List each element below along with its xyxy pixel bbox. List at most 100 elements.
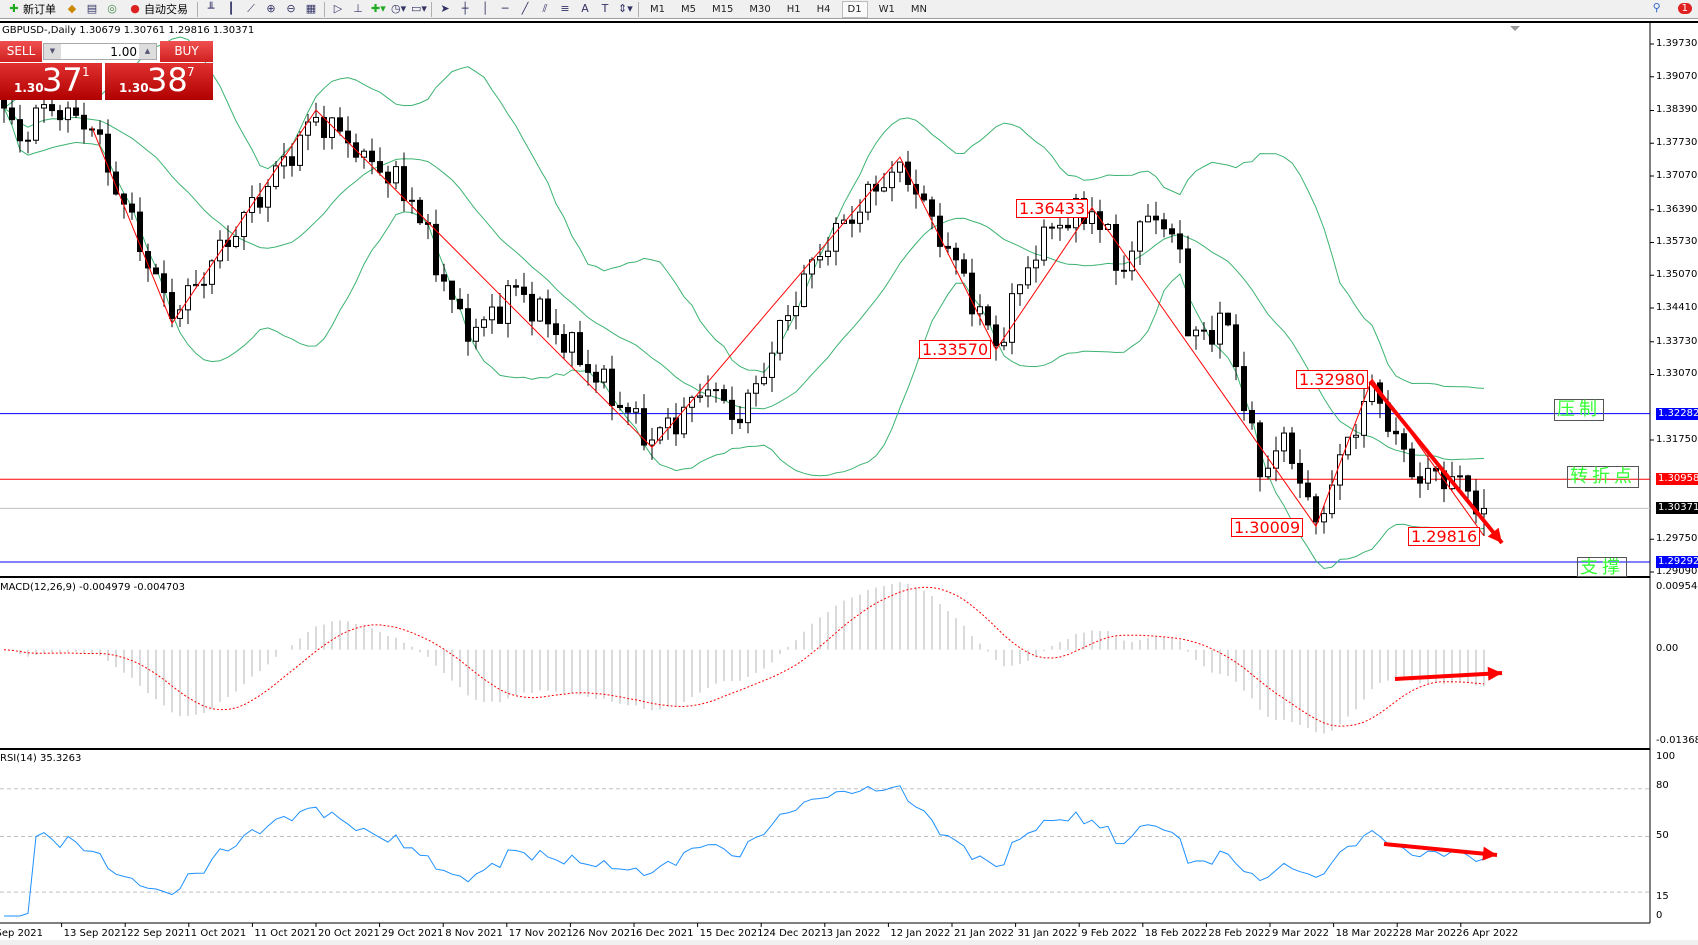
timeframe-d1[interactable]: D1 [841,0,868,18]
buy-button[interactable]: BUY [160,41,213,62]
text-icon[interactable]: A [581,2,589,15]
bullish-candle [1353,434,1359,438]
bearish-candle [585,364,591,373]
bullish-candle [841,219,847,224]
macd-panel [3,582,1503,734]
text-label-icon[interactable]: T [601,2,609,15]
bearish-candle [737,418,743,424]
auto-trading-button[interactable]: ● 自动交易 [125,1,191,18]
autoscroll-icon[interactable]: ▷ [333,2,343,15]
sell-button[interactable]: SELL [0,41,42,62]
templates-icon[interactable]: ▭▾ [411,2,427,15]
bearish-candle [1049,226,1055,229]
turning-point-note: 转折点 [1567,466,1639,488]
timeframe-m15[interactable]: M15 [712,3,734,15]
bullish-candle [977,306,983,315]
vertical-line-icon[interactable]: │ [481,2,489,15]
bearish-candle [369,150,375,163]
date-axis-label: 9 Feb 2022 [1081,928,1138,939]
horizontal-line-icon[interactable]: ─ [501,2,509,15]
buy-price-button[interactable]: 1.30 38 7 [105,61,213,100]
price-axis-label: 1.29090 [1656,566,1698,577]
rsi-axis-100: 100 [1656,751,1676,762]
zoom-out-icon[interactable]: ⊖ [286,2,296,15]
bullish-candle [1145,215,1151,223]
chart-shift-icon[interactable]: ⊥ [353,2,363,15]
timeframe-h4[interactable]: H4 [816,3,831,15]
line-chart-icon[interactable]: ⟋ [247,2,255,15]
sell-price-button[interactable]: 1.30 37 1 [0,61,102,100]
bullish-candle [273,165,279,187]
bearish-candle [1241,366,1247,412]
buy-price-pips: 38 [147,61,188,99]
bullish-candle [1481,507,1487,515]
rsi-axis-15: 15 [1656,891,1669,902]
bullish-candle [601,368,607,383]
tile-windows-icon[interactable]: ▦ [305,2,317,15]
price-plot [0,36,1650,570]
pivot-label-high: 1.36433 [1016,199,1089,218]
trendline-icon[interactable]: ╱ [521,2,529,15]
price-level-label: 1.32282 [1656,407,1698,420]
buy-price-fraction: 7 [187,65,195,79]
bearish-candle [1153,215,1159,221]
bullish-candle [1265,467,1271,478]
bearish-candle [49,104,55,112]
lot-increase-icon[interactable]: ▲ [139,44,156,59]
timeframe-m5[interactable]: M5 [681,3,696,15]
bullish-candle [233,236,239,247]
history-icon[interactable]: ▤ [86,2,98,15]
lot-size-stepper[interactable]: ▼ ▲ [43,43,157,60]
indicators-icon[interactable]: ✚▾ [371,2,386,15]
periods-icon[interactable]: ◷▾ [391,2,407,15]
timeframe-mn[interactable]: MN [910,3,927,15]
new-order-button[interactable]: ✚ 新订单 [4,1,59,18]
bullish-candle [1193,329,1199,337]
bearish-candle [1225,312,1231,326]
bearish-candle [57,110,63,121]
bullish-candle [201,283,207,286]
date-axis-label: 28 Mar 2022 [1399,928,1463,939]
bearish-candle [1161,219,1167,230]
pivot-label-high: 1.32980 [1296,370,1369,389]
bullish-candle [409,199,415,202]
search-icon[interactable]: ⚲ [1652,1,1661,14]
bullish-candle [665,417,671,429]
timeframe-m30[interactable]: M30 [749,3,771,15]
lot-size-input[interactable] [62,44,137,59]
bearish-candle [609,368,615,406]
arrows-icon[interactable]: ⇕▾ [618,2,633,15]
timeframe-m1[interactable]: M1 [650,3,665,15]
date-axis-label: 13 Sep 2021 [63,928,127,939]
macd-signal-line [3,586,1485,727]
lot-decrease-icon[interactable]: ▼ [44,44,61,59]
bullish-candle [825,250,831,258]
bullish-candle [265,185,271,208]
timeframe-h1[interactable]: H1 [786,3,801,15]
folder-icon[interactable]: ◆ [67,2,77,15]
rsi-divergence-arrow [1383,842,1498,857]
signal-icon[interactable]: ◎ [107,2,117,15]
bullish-candle [297,134,303,166]
notification-badge[interactable]: 1 [1677,2,1692,14]
bullish-candle [865,183,871,213]
cursor-icon[interactable]: ➤ [440,2,450,15]
bar-chart-icon[interactable]: ╨ [207,2,215,15]
bullish-candle [745,392,751,424]
candlestick-icon[interactable]: ┃ [227,2,235,15]
zoom-in-icon[interactable]: ⊕ [266,2,276,15]
bearish-candle [1233,324,1239,368]
bearish-candle [97,129,103,135]
support-note: 支撑 [1577,557,1627,577]
pivot-label-low: 1.29816 [1408,527,1481,546]
timeframe-w1[interactable]: W1 [878,3,895,15]
fibonacci-icon[interactable]: ≡ [560,2,570,15]
date-axis-label: 1 Oct 2021 [190,928,247,939]
bullish-candle [481,319,487,328]
channel-icon[interactable]: ⫽ [542,2,548,15]
crosshair-icon[interactable]: ┼ [461,2,469,15]
price-axis-label: 1.35730 [1656,236,1698,248]
bullish-candle [1281,432,1287,452]
bearish-candle [73,107,79,116]
